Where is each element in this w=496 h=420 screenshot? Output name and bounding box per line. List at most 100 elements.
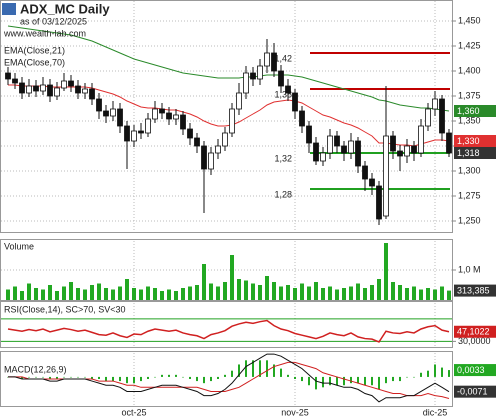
value-box [454, 364, 496, 377]
volume-bar [244, 280, 248, 300]
candle-body [75, 85, 81, 94]
histogram-bar [112, 376, 114, 382]
histogram-bar [84, 376, 86, 378]
histogram-bar [252, 360, 254, 377]
histogram-bar [224, 374, 226, 377]
histogram-bar [217, 376, 219, 379]
histogram-bar [63, 376, 65, 378]
histogram-bar [154, 376, 156, 378]
volume-bar [286, 285, 290, 300]
volume-bar [188, 286, 192, 300]
y-tick-label: 1,425 [458, 40, 481, 50]
histogram-bar [350, 376, 352, 384]
candle-body [278, 70, 284, 87]
candle-body [376, 185, 382, 220]
histogram-bar [420, 372, 422, 377]
histogram-bar [287, 374, 289, 377]
candle-body [348, 140, 354, 154]
candle-body [397, 150, 403, 157]
histogram-bar [259, 360, 261, 377]
level-label: 1,28 [274, 189, 292, 199]
candle-body [425, 108, 431, 127]
histogram-bar [301, 376, 303, 382]
histogram-bar [413, 376, 415, 378]
volume-bar [237, 279, 241, 300]
volume-bar [307, 286, 311, 300]
candle-body [446, 132, 452, 154]
candle-body [194, 137, 200, 147]
candle-body [285, 85, 291, 94]
candle-body [362, 165, 368, 180]
histogram-bar [273, 364, 275, 377]
histogram-bar [357, 376, 359, 384]
histogram-bar [371, 376, 373, 386]
histogram-bar [119, 376, 121, 382]
candle-body [110, 108, 116, 117]
volume-bar [62, 286, 66, 300]
candle-body [439, 98, 445, 134]
candle-body [271, 52, 277, 72]
value-box [454, 147, 496, 159]
volume-bar [216, 286, 220, 300]
candle-body [180, 114, 186, 130]
value-label: 47,1022 [457, 327, 490, 337]
y-tick-label: 1,375 [458, 90, 481, 100]
volume-bar [321, 288, 325, 300]
line [7, 25, 450, 112]
candle-body [26, 85, 32, 94]
value-label: 1,330 [457, 136, 480, 146]
candle-body [124, 125, 130, 142]
volume-bar [69, 282, 73, 300]
candle-body [432, 98, 438, 110]
histogram-bar [21, 376, 23, 379]
volume-bar [391, 282, 395, 300]
histogram-bar [406, 376, 408, 378]
line [8, 353, 450, 403]
histogram-bar [210, 376, 212, 382]
candle-body [131, 130, 137, 142]
volume-bar [55, 291, 59, 300]
volume-bar [34, 288, 38, 300]
volume-bar [279, 286, 283, 300]
candle-body [229, 108, 235, 134]
rsi-panel [0, 301, 453, 348]
histogram-bar [336, 376, 338, 386]
volume-bar [258, 285, 262, 300]
candle-body [12, 78, 18, 84]
volume-bar [181, 288, 185, 300]
histogram-bar [147, 376, 149, 379]
value-box [454, 105, 496, 117]
histogram-bar [28, 376, 30, 378]
candle-body [61, 80, 67, 89]
histogram-bar [427, 370, 429, 377]
volume-bar [83, 289, 87, 300]
candle-body [82, 88, 88, 94]
volume-bar [363, 288, 367, 300]
x-tick-label: oct-25 [121, 407, 146, 417]
volume-bar [202, 264, 206, 300]
histogram-bar [385, 376, 387, 384]
histogram-bar [343, 376, 345, 386]
candle-body [208, 152, 214, 170]
volume-bar [104, 288, 108, 300]
histogram-bar [56, 376, 58, 379]
y-tick-label: 1,250 [458, 215, 481, 225]
histogram-bar [441, 367, 443, 377]
candle-body [222, 132, 228, 147]
histogram-bar [308, 376, 310, 386]
value-label: 1,360 [457, 106, 480, 116]
volume-bar [251, 283, 255, 300]
histogram-bar [448, 370, 450, 377]
macd-panel [0, 351, 453, 407]
candle-body [320, 152, 326, 162]
histogram-bar [245, 360, 247, 377]
volume-bar [223, 282, 227, 300]
candle-body [341, 145, 347, 154]
y-tick-label: 1,275 [458, 190, 481, 200]
volume-bar [48, 285, 52, 300]
histogram-bar [42, 376, 44, 378]
histogram-bar [161, 374, 163, 377]
histogram-bar [91, 376, 93, 379]
volume-bar [6, 289, 10, 300]
